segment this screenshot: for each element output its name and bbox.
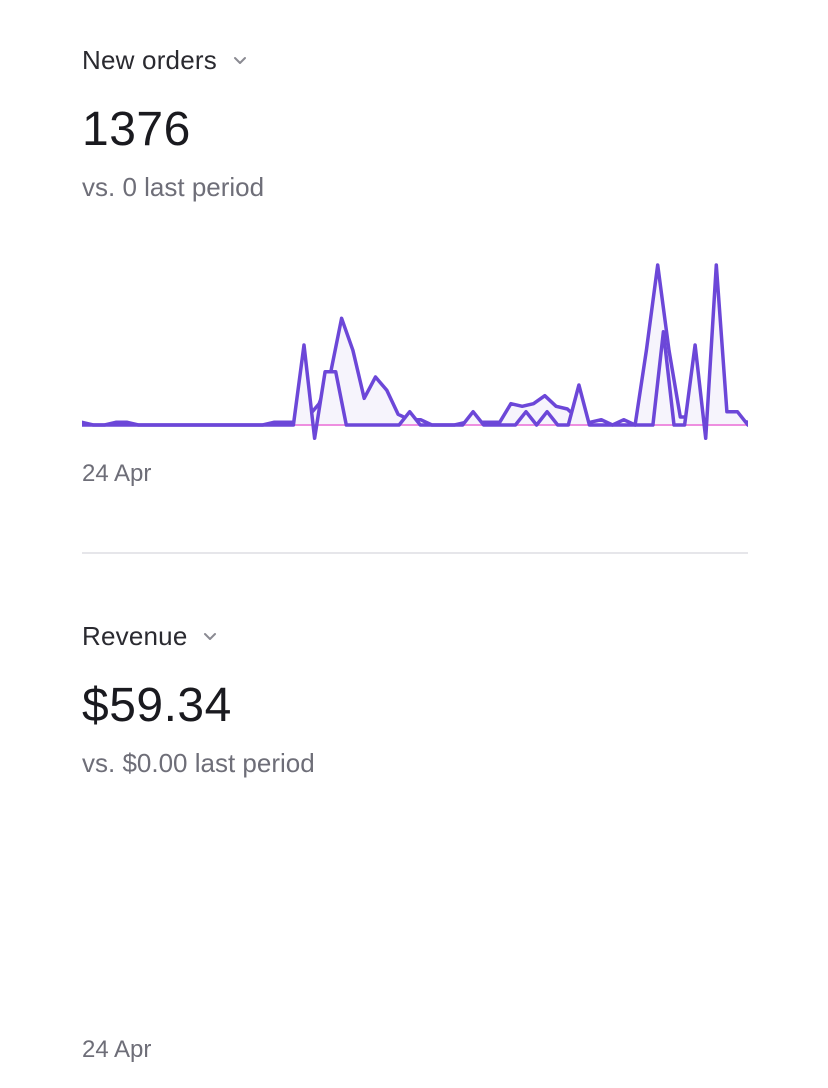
metric-comparison: vs. $0.00 last period <box>82 748 315 778</box>
metric-value: 1376 <box>82 103 191 156</box>
chart-date-label: 24 Apr <box>82 1036 152 1063</box>
new-orders-card: New orders 1376 vs. 0 last period 24 Apr <box>82 40 748 487</box>
divider <box>82 552 748 554</box>
metric-comparison: vs. 0 last period <box>82 172 265 202</box>
series-line <box>82 263 748 441</box>
new-orders-selector[interactable]: New orders <box>82 40 748 80</box>
chevron-down-icon[interactable] <box>231 51 249 69</box>
revenue-selector[interactable]: Revenue <box>82 616 748 656</box>
revenue-sparkline <box>82 831 748 1031</box>
revenue-card: Revenue $59.34 vs. $0.00 last period 24 … <box>82 616 748 1064</box>
metric-value: $59.34 <box>82 679 232 732</box>
metric-title: New orders <box>82 44 217 75</box>
metric-title: Revenue <box>82 620 188 651</box>
new-orders-sparkline <box>82 263 748 441</box>
chevron-down-icon[interactable] <box>201 627 219 645</box>
chart-date-label: 24 Apr <box>82 460 152 487</box>
